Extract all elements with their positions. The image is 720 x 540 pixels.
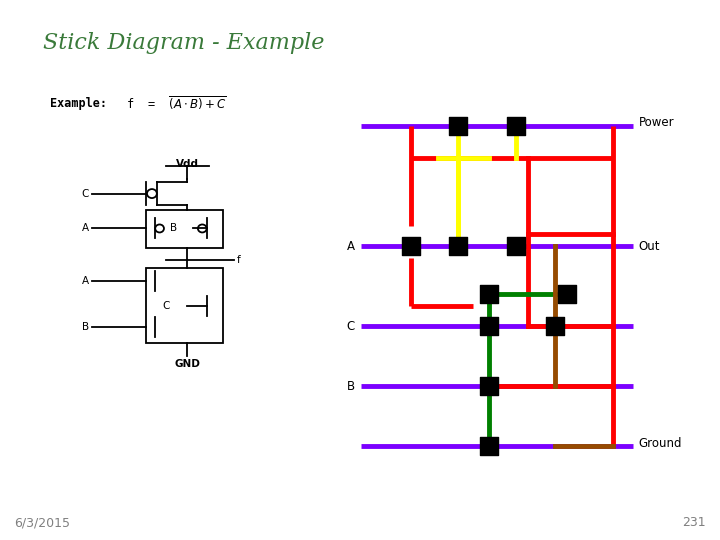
Text: 231: 231 — [682, 516, 706, 529]
Text: C: C — [162, 301, 169, 310]
Point — [483, 290, 495, 299]
Point — [483, 382, 495, 390]
Text: GND: GND — [174, 359, 200, 369]
Text: f  =  $\overline{(A \cdot B) + C}$: f = $\overline{(A \cdot B) + C}$ — [126, 94, 227, 112]
Point — [452, 242, 464, 251]
Point — [483, 442, 495, 450]
Point — [452, 122, 464, 131]
Text: Power: Power — [639, 116, 675, 129]
Text: C: C — [81, 188, 89, 199]
Text: f: f — [237, 255, 240, 265]
Text: Ground: Ground — [639, 437, 683, 450]
Point — [549, 322, 561, 330]
Text: C: C — [346, 320, 355, 333]
Text: 6/3/2015: 6/3/2015 — [14, 516, 71, 529]
Text: B: B — [82, 322, 89, 332]
Text: Stick Diagram - Example: Stick Diagram - Example — [43, 32, 325, 55]
Point — [405, 242, 417, 251]
Text: Vdd: Vdd — [176, 159, 199, 168]
Point — [510, 122, 522, 131]
Text: Example:: Example: — [50, 97, 107, 110]
Point — [561, 290, 572, 299]
Text: B: B — [347, 380, 355, 393]
Bar — [146, 268, 223, 343]
Point — [510, 242, 522, 251]
Bar — [146, 210, 223, 248]
Text: A: A — [82, 276, 89, 286]
Point — [483, 322, 495, 330]
Text: A: A — [82, 224, 89, 233]
Text: Out: Out — [639, 240, 660, 253]
Text: A: A — [347, 240, 355, 253]
Text: B: B — [170, 224, 177, 233]
